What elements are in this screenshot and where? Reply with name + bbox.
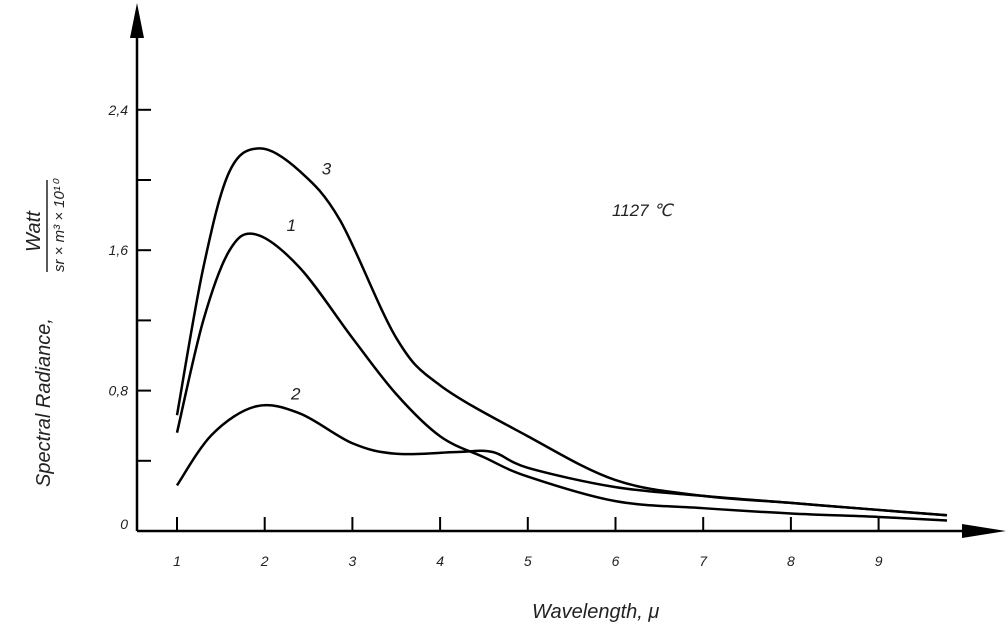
series-label-3: 3 xyxy=(322,160,332,179)
y-unit-denominator: sr × m³ × 10¹⁰ xyxy=(51,178,68,272)
y-tick-label: 1,6 xyxy=(109,242,129,258)
series-line-2 xyxy=(175,403,948,517)
x-axis-arrow xyxy=(962,524,1006,538)
y-axis-label: Spectral Radiance, xyxy=(33,318,55,487)
y-tick-label: 0 xyxy=(120,516,128,532)
x-tick-label: 7 xyxy=(699,553,708,569)
x-tick-label: 5 xyxy=(524,553,532,569)
x-tick-label: 8 xyxy=(787,553,795,569)
y-tick-label: 2,4 xyxy=(108,102,129,118)
series-label-1: 1 xyxy=(287,216,296,235)
x-tick-label: 1 xyxy=(173,553,181,569)
series-line-3 xyxy=(175,147,948,517)
x-tick-label: 9 xyxy=(875,553,883,569)
series-label-2: 2 xyxy=(290,384,301,403)
axes xyxy=(130,3,1006,538)
x-axis-label: Wavelength, μ xyxy=(532,601,659,623)
x-tick-label: 3 xyxy=(349,553,357,569)
annotation-temperature: 1127 ℃ xyxy=(612,201,674,220)
y-unit-numerator: Watt xyxy=(23,210,45,252)
y-axis-arrow xyxy=(130,3,144,38)
y-tick-label: 0,8 xyxy=(109,383,129,399)
x-tick-label: 6 xyxy=(612,553,620,569)
series-line-1 xyxy=(175,232,948,522)
x-tick-label: 4 xyxy=(436,553,444,569)
x-tick-label: 2 xyxy=(260,553,269,569)
